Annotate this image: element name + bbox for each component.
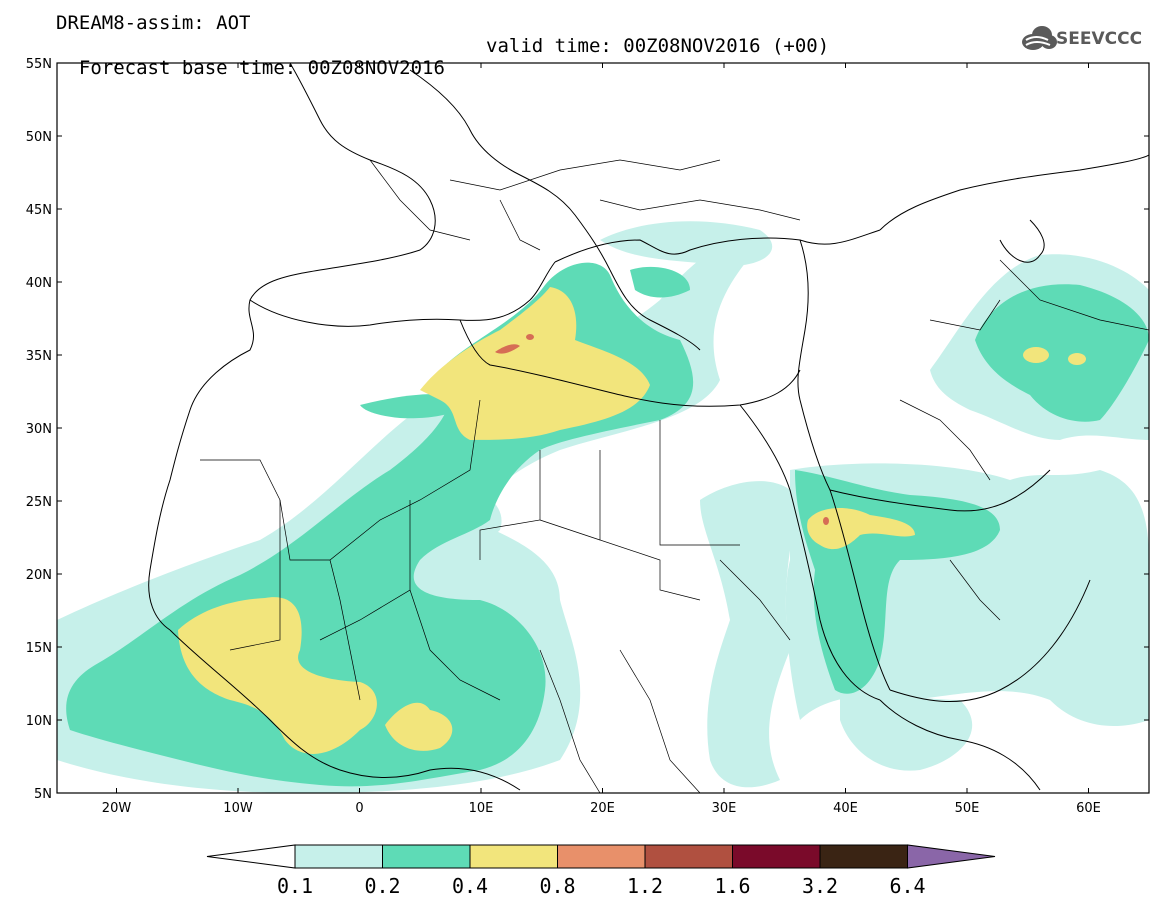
lon-label: 30E: [712, 801, 737, 816]
aot-level-1.2: [495, 334, 829, 525]
coastlines: [148, 63, 1149, 791]
colorbar-over-triangle: [907, 844, 996, 869]
colorbar-label: 0.4: [452, 874, 488, 898]
latitude-axis: 55N 50N 45N 40N 35N 30N 25N 20N 15N 10N 5N: [26, 57, 1149, 802]
lon-label: 60E: [1076, 801, 1101, 816]
lat-label: 50N: [26, 130, 52, 145]
lon-label: 0: [355, 801, 363, 816]
logo-text: SEEVCCC: [1056, 29, 1143, 49]
valid-time: valid time: 00Z08NOV2016 (+00): [486, 35, 830, 57]
colorbar-under-triangle: [206, 844, 296, 869]
colorbar-label: 0.1: [277, 874, 313, 898]
lat-label: 20N: [26, 568, 52, 583]
colorbar-label: 0.8: [539, 874, 575, 898]
lon-label: 10E: [469, 801, 494, 816]
lat-label: 30N: [26, 422, 52, 437]
lat-label: 15N: [26, 641, 52, 656]
lon-label: 10W: [223, 801, 253, 816]
colorbar-label: 1.2: [627, 874, 663, 898]
colorbar-label: 6.4: [889, 874, 925, 898]
lon-label: 40E: [833, 801, 858, 816]
lat-label: 35N: [26, 349, 52, 364]
colorbar-segment: [644, 844, 733, 869]
borders: [200, 159, 1149, 793]
colorbar-segment: [294, 844, 383, 869]
colorbar-segment: [557, 844, 646, 869]
longitude-axis: 20W 10W 0 10E 20E 30E 40E 50E 60E: [102, 63, 1101, 816]
colorbar-label: 3.2: [802, 874, 838, 898]
lat-label: 25N: [26, 495, 52, 510]
colorbar-label: 1.6: [714, 874, 750, 898]
cloud-logo-icon: [1022, 26, 1057, 50]
lon-label: 20W: [102, 801, 132, 816]
colorbar-segment: [469, 844, 558, 869]
colorbar-label: 0.2: [364, 874, 400, 898]
lat-label: 40N: [26, 276, 52, 291]
lon-label: 20E: [590, 801, 615, 816]
lat-label: 10N: [26, 714, 52, 729]
colorbar-segment: [382, 844, 471, 869]
forecast-times: Forecast base time: 00Z08NOV2016 valid t…: [56, 35, 829, 101]
lat-label: 5N: [34, 787, 52, 802]
aot-fields: [57, 221, 1149, 793]
aot-level-0.4: [178, 287, 1086, 754]
colorbar-segment: [732, 844, 821, 869]
colorbar-segment: [819, 844, 908, 869]
lat-label: 55N: [26, 57, 52, 72]
lon-label: 50E: [955, 801, 980, 816]
lat-label: 45N: [26, 203, 52, 218]
map-title: DREAM8-assim: AOT: [56, 12, 251, 34]
